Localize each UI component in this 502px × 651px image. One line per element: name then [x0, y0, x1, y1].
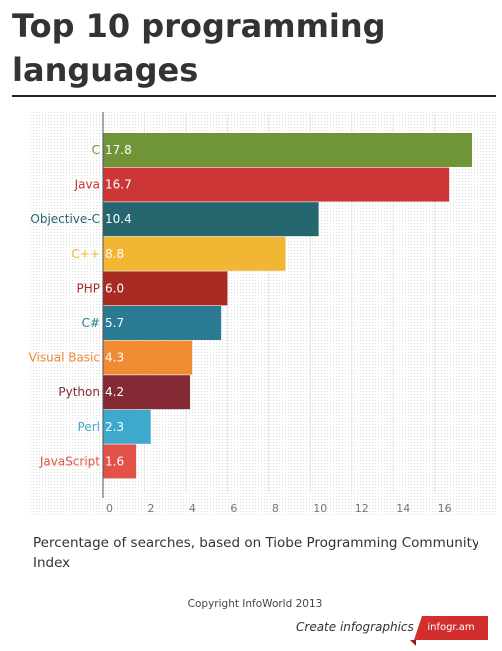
category-label: C++ [72, 247, 101, 261]
value-label: 5.7 [105, 316, 124, 330]
x-tick-label: 14 [396, 502, 410, 515]
bar [103, 133, 472, 167]
x-tick-label: 16 [438, 502, 452, 515]
x-tick-label: 12 [355, 502, 369, 515]
x-axis-tick-labels: 0 2 4 6 8 10 12 14 16 [106, 502, 452, 515]
category-label: Perl [78, 420, 100, 434]
x-tick-label: 2 [147, 502, 154, 515]
bar [103, 236, 286, 271]
x-tick-label: 10 [313, 502, 327, 515]
bar [103, 444, 137, 479]
value-label: 8.8 [105, 247, 124, 261]
x-tick-label: 8 [272, 502, 279, 515]
x-tick-label: 0 [106, 502, 113, 515]
bar [103, 409, 151, 444]
value-label: 4.2 [105, 385, 124, 399]
value-label: 16.7 [105, 178, 132, 192]
bar [103, 340, 193, 375]
bar [103, 167, 450, 202]
bar [103, 271, 228, 306]
value-label: 2.3 [105, 420, 124, 434]
value-labels: 17.8 16.7 10.4 8.8 6.0 5.7 4.3 4.2 2.3 1.6 [105, 143, 132, 468]
caption-line-2: Index [33, 555, 71, 571]
badge-ribbon-tail [410, 640, 416, 646]
value-label: 17.8 [105, 143, 132, 157]
category-label: C [92, 143, 100, 157]
category-label: JavaScript [39, 454, 100, 468]
chart-caption: Percentage of searches, based on Tiobe P… [33, 533, 478, 573]
x-tick-label: 6 [230, 502, 237, 515]
category-label: Java [74, 178, 100, 192]
infogram-badge[interactable]: infogr.am [414, 616, 488, 640]
bar [103, 375, 191, 410]
bars [103, 133, 472, 479]
category-label: Visual Basic [29, 351, 100, 365]
category-label: Python [58, 385, 100, 399]
category-label: Objective-C [30, 212, 100, 226]
bar [103, 202, 319, 237]
value-label: 4.3 [105, 351, 124, 365]
value-label: 10.4 [105, 212, 132, 226]
title-divider [12, 95, 496, 97]
category-label: C# [82, 316, 100, 330]
bar [103, 306, 222, 340]
x-tick-label: 4 [189, 502, 196, 515]
copyright-text: Copyright InfoWorld 2013 [187, 598, 323, 610]
caption-line-1: Percentage of searches, based on Tiobe P… [33, 535, 478, 551]
category-labels: C Java Objective-C C++ PHP C# Visual Basic Pyth… [29, 143, 101, 468]
value-label: 1.6 [105, 454, 124, 468]
bar-chart: C Java Objective-C C++ PHP C# Visual Basic Pyth… [29, 112, 498, 517]
category-label: PHP [77, 281, 101, 295]
value-label: 6.0 [105, 281, 124, 295]
page-title: Top 10 programming languages [12, 7, 386, 89]
create-infographics-link[interactable]: Create infographics [296, 620, 414, 634]
